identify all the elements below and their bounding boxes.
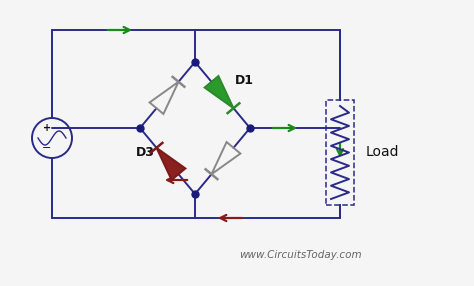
Text: www.CircuitsToday.com: www.CircuitsToday.com [239, 250, 361, 260]
Text: −: − [42, 143, 52, 153]
Polygon shape [156, 148, 185, 180]
Polygon shape [205, 76, 234, 108]
Text: +: + [43, 123, 51, 133]
Text: D3: D3 [136, 146, 155, 160]
Text: Load: Load [366, 146, 400, 160]
Bar [326, 100, 354, 205]
Text: D1: D1 [235, 74, 254, 88]
